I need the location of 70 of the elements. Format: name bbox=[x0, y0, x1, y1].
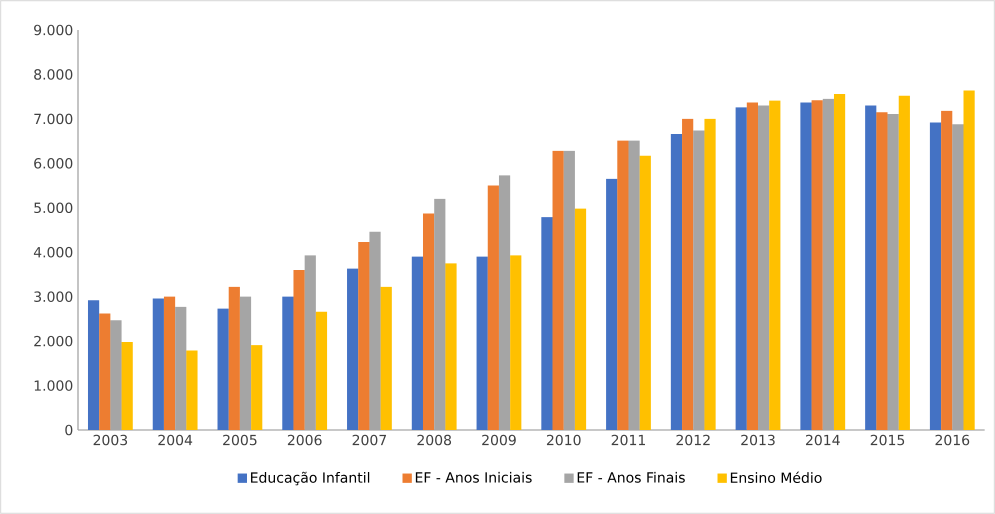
bar bbox=[251, 345, 262, 430]
legend-label: EF - Anos Iniciais bbox=[416, 472, 532, 483]
bar bbox=[164, 296, 176, 430]
bar bbox=[316, 312, 328, 430]
bar bbox=[876, 112, 888, 430]
legend-label: Ensino Médio bbox=[730, 472, 822, 483]
y-tick-label: 3.000 bbox=[34, 291, 72, 302]
x-tick-label: 2008 bbox=[417, 434, 452, 446]
bar bbox=[834, 94, 846, 430]
bar bbox=[606, 178, 618, 430]
y-tick-label: 4.000 bbox=[34, 246, 72, 258]
bar bbox=[122, 342, 133, 430]
bar bbox=[865, 106, 876, 430]
y-tick-label: 8.000 bbox=[34, 69, 72, 80]
x-tick-label: 2005 bbox=[223, 434, 256, 446]
legend-label: Educação Infantil bbox=[251, 472, 370, 486]
bar bbox=[640, 156, 651, 430]
bar bbox=[347, 268, 358, 430]
bar bbox=[445, 263, 457, 430]
x-tick-label: 2007 bbox=[352, 434, 386, 446]
bar bbox=[358, 242, 370, 430]
bar bbox=[552, 150, 564, 430]
x-tick-label: 2012 bbox=[676, 434, 710, 446]
y-tick-label: 1.000 bbox=[34, 380, 72, 391]
legend-label: EF - Anos Finais bbox=[578, 472, 685, 483]
y-tick-label: 9.000 bbox=[34, 24, 72, 36]
bar bbox=[152, 298, 164, 430]
bar bbox=[682, 118, 694, 430]
bar bbox=[704, 118, 716, 430]
x-tick-label: 2003 bbox=[94, 434, 128, 446]
x-tick-label: 2014 bbox=[806, 434, 840, 446]
bar bbox=[476, 256, 488, 430]
y-tick-label: 5.000 bbox=[34, 202, 72, 214]
bar bbox=[99, 314, 110, 430]
y-tick-label: 2.000 bbox=[34, 336, 72, 346]
bar bbox=[930, 122, 942, 430]
bar bbox=[422, 214, 434, 430]
bar bbox=[186, 350, 198, 430]
x-tick-label: 2016 bbox=[936, 434, 970, 446]
bar bbox=[963, 90, 975, 430]
x-tick-label: 2015 bbox=[870, 434, 904, 446]
bar bbox=[282, 296, 294, 430]
bar bbox=[746, 102, 758, 430]
y-tick-label: 6.000 bbox=[34, 158, 72, 169]
bar bbox=[941, 110, 952, 430]
bar bbox=[218, 308, 229, 430]
bar bbox=[769, 100, 780, 430]
bar bbox=[293, 270, 305, 430]
bar bbox=[736, 107, 747, 430]
bar bbox=[574, 208, 586, 430]
x-tick-label: 2011 bbox=[612, 434, 645, 446]
bar bbox=[88, 300, 100, 430]
bar bbox=[380, 286, 392, 430]
x-tick-label: 2009 bbox=[482, 434, 516, 446]
bar bbox=[412, 256, 423, 430]
bar bbox=[510, 255, 522, 430]
bar bbox=[670, 134, 682, 430]
x-tick-label: 2010 bbox=[546, 434, 581, 446]
bar bbox=[541, 217, 553, 430]
bar bbox=[617, 140, 628, 430]
bar bbox=[228, 286, 240, 430]
bar bbox=[488, 186, 499, 430]
bar bbox=[898, 96, 910, 430]
bar bbox=[812, 100, 823, 430]
x-tick-label: 2004 bbox=[158, 434, 192, 446]
bar bbox=[800, 102, 812, 430]
x-tick-label: 2013 bbox=[741, 434, 775, 446]
x-tick-label: 2006 bbox=[288, 434, 322, 446]
y-tick-label: 0 bbox=[65, 424, 72, 436]
y-tick-label: 7.000 bbox=[34, 114, 72, 124]
